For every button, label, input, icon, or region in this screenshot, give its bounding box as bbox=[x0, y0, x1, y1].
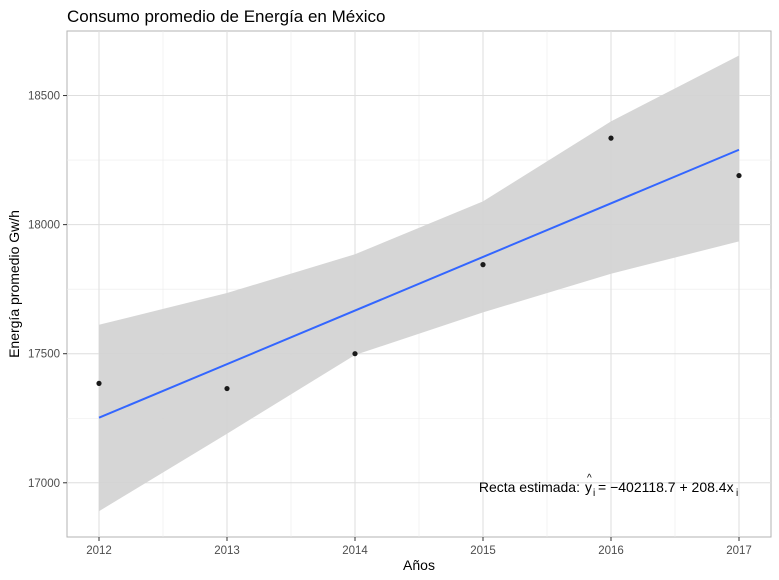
annotation-prefix: Recta estimada: bbox=[479, 479, 580, 495]
x-axis-title: Años bbox=[403, 557, 435, 573]
x-tick-label: 2012 bbox=[86, 545, 112, 557]
data-points bbox=[96, 135, 742, 392]
x-tick-label: 2014 bbox=[342, 545, 368, 557]
x-tick-label: 2013 bbox=[214, 545, 240, 557]
annotation-equation: = −402118.7 + 208.4x bbox=[598, 479, 734, 495]
y-tick-label: 18000 bbox=[28, 220, 60, 232]
x-axis-ticks: 2012 2013 2014 2015 2016 2017 bbox=[86, 537, 752, 557]
x-tick-label: 2015 bbox=[470, 545, 496, 557]
y-axis-title: Energía promedio Gw/h bbox=[6, 210, 22, 358]
fit-line-layer bbox=[98, 148, 740, 419]
data-point bbox=[736, 172, 742, 179]
annotation-subscript: i bbox=[593, 488, 595, 499]
y-tick-label: 18500 bbox=[28, 91, 60, 103]
data-point bbox=[480, 262, 486, 268]
x-tick-label: 2016 bbox=[598, 545, 624, 557]
regression-line bbox=[98, 148, 740, 419]
data-point bbox=[352, 351, 358, 357]
annotation-x-subscript: i bbox=[736, 488, 738, 499]
chart-title: Consumo promedio de Energía en México bbox=[67, 7, 385, 26]
annotation-hat: ^ bbox=[587, 473, 592, 484]
annotation-symbol: y bbox=[585, 479, 592, 495]
x-tick-label: 2017 bbox=[726, 545, 752, 557]
data-point bbox=[224, 385, 230, 392]
y-axis-ticks: 17000 17500 18000 18500 bbox=[28, 91, 67, 490]
data-point bbox=[96, 380, 102, 386]
data-point bbox=[608, 135, 614, 141]
regression-equation-annotation: Recta estimada: ^ y i = −402118.7 + 208.… bbox=[479, 473, 738, 499]
y-tick-label: 17000 bbox=[28, 478, 60, 490]
y-tick-label: 17500 bbox=[28, 349, 60, 361]
